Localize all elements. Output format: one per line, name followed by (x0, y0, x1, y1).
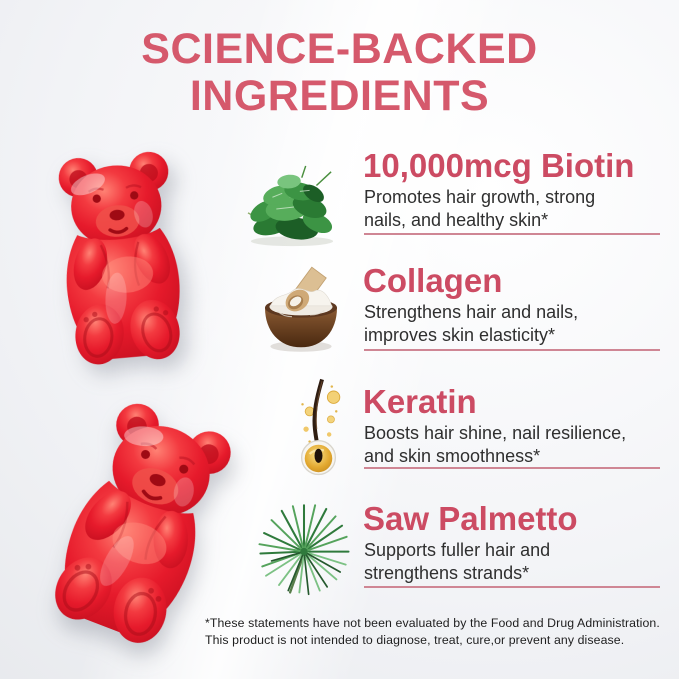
title-line-2: INGREDIENTS (189, 72, 490, 120)
gummy-bear-icon (55, 403, 231, 643)
disclaimer-text: *These statements have not been evaluate… (205, 616, 660, 647)
divider-line (364, 467, 660, 469)
keratin-hair-oil-icon (283, 374, 354, 479)
ingredient-description-biotin: Promotes hair growth, strong nails, and … (364, 187, 596, 230)
gummy-bear-icon (58, 151, 180, 365)
saw-palmetto-leaf-icon (251, 496, 357, 598)
ingredient-heading-collagen: Collagen (363, 262, 503, 299)
ingredient-description-keratin: Boosts hair shine, nail resilience, and … (364, 423, 627, 466)
ingredient-heading-keratin: Keratin (363, 383, 477, 420)
title-line-1: SCIENCE-BACKED (141, 25, 538, 73)
ingredient-row-keratin: Keratin Boosts hair shine, nail resilien… (0, 378, 679, 503)
gummy-bear-bottom-image (16, 380, 265, 671)
ingredient-description-collagen: Strengthens hair and nails, improves ski… (364, 302, 579, 345)
ingredient-heading-biotin: 10,000mcg Biotin (363, 147, 635, 184)
ingredient-heading-saw-palmetto: Saw Palmetto (363, 500, 578, 537)
ingredient-row-biotin: 10,000mcg Biotin Promotes hair growth, s… (0, 147, 679, 267)
ingredient-row-saw-palmetto: Saw Palmetto Supports fuller hair and st… (0, 500, 679, 620)
spinach-leaves-icon (242, 164, 342, 252)
divider-line (364, 586, 660, 588)
gummy-bear-top-image (32, 141, 209, 380)
collagen-powder-bowl-icon (256, 260, 346, 359)
ingredient-description-saw-palmetto: Supports fuller hair and strengthens str… (364, 540, 551, 583)
divider-line (364, 233, 660, 235)
ingredient-row-collagen: Collagen Strengthens hair and nails, imp… (0, 262, 679, 382)
page-title: SCIENCE-BACKED INGREDIENTS (0, 26, 679, 120)
divider-line (364, 349, 660, 351)
